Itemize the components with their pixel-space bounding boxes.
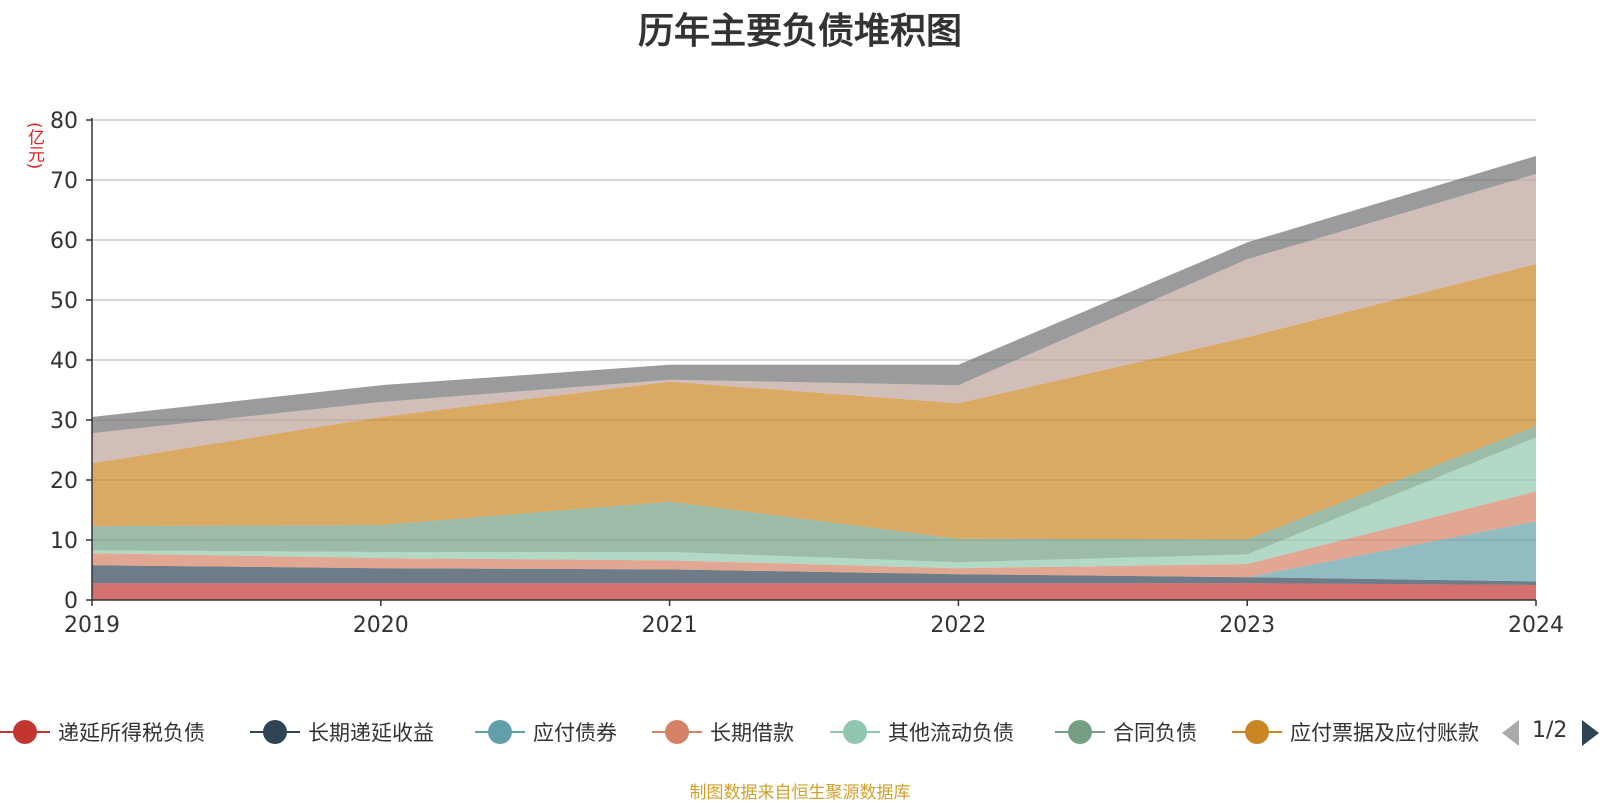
x-tick-label: 2021 xyxy=(642,613,698,638)
legend-next-page-icon[interactable] xyxy=(1582,720,1599,746)
y-tick-label: 60 xyxy=(50,229,78,254)
area-series xyxy=(92,156,1536,600)
area-series-8 xyxy=(92,156,1536,434)
y-tick-label: 20 xyxy=(50,469,78,494)
y-tick-label: 40 xyxy=(50,349,78,374)
legend-label: 应付票据及应付账款 xyxy=(1290,721,1479,745)
area-series-5 xyxy=(92,426,1536,563)
x-tick-label: 2023 xyxy=(1219,613,1275,638)
legend-marker-icon xyxy=(1232,712,1282,752)
legend-item[interactable]: 递延所得税负债 xyxy=(0,712,205,752)
x-tick-label: 2019 xyxy=(64,613,120,638)
y-tick-label: 80 xyxy=(50,109,78,134)
legend-item[interactable]: 长期借款 xyxy=(652,712,794,752)
legend-label: 应付债券 xyxy=(533,721,617,745)
legend-marker-icon xyxy=(1055,712,1105,752)
legend-label: 长期借款 xyxy=(710,721,794,745)
legend-label: 长期递延收益 xyxy=(308,721,434,745)
y-tick-label: 0 xyxy=(64,589,78,614)
legend-item[interactable]: 应付债券 xyxy=(475,712,617,752)
legend-label: 其他流动负债 xyxy=(888,721,1014,745)
area-series-2 xyxy=(92,521,1536,582)
y-tick-label: 70 xyxy=(50,169,78,194)
y-axis-unit-label: (亿元) xyxy=(24,122,44,170)
axes: 0 10 20 30 40 50 60 70 80 2019 2020 2021 2022 2023 202… xyxy=(50,109,1564,638)
legend-pager: 1/2 xyxy=(1502,712,1600,752)
data-source-note: 制图数据来自恒生聚源数据库 xyxy=(689,783,911,803)
legend-item[interactable]: 合同负债 xyxy=(1055,712,1197,752)
chart-title: 历年主要负债堆积图 xyxy=(637,11,962,52)
legend-marker-icon xyxy=(830,712,880,752)
y-tick-label: 30 xyxy=(50,409,78,434)
legend-prev-page-icon[interactable] xyxy=(1502,720,1519,746)
legend-item[interactable]: 应付票据及应付账款 xyxy=(1232,712,1479,752)
legend-item[interactable]: 其他流动负债 xyxy=(830,712,1014,752)
area-series-4 xyxy=(92,437,1536,569)
stacked-area-chart: 0 10 20 30 40 50 60 70 80 2019 2020 2021 2022 2023 202… xyxy=(50,109,1564,638)
legend-marker-icon xyxy=(652,712,702,752)
legend: 递延所得税负债 长期递延收益 应付债券 长期借款 其他流动负债 合同负债 应付票据及应付账款 xyxy=(0,712,1600,752)
legend-marker-icon xyxy=(475,712,525,752)
area-series-6 xyxy=(92,264,1536,540)
x-tick-label: 2022 xyxy=(930,613,986,638)
legend-label: 合同负债 xyxy=(1113,721,1197,745)
area-series-1 xyxy=(92,565,1536,585)
legend-page-indicator: 1/2 xyxy=(1532,718,1568,743)
y-tick-label: 50 xyxy=(50,289,78,314)
y-tick-label: 10 xyxy=(50,529,78,554)
area-series-0 xyxy=(92,583,1536,600)
legend-marker-icon xyxy=(0,712,50,752)
x-tick-label: 2024 xyxy=(1508,613,1564,638)
x-tick-label: 2020 xyxy=(353,613,409,638)
legend-label: 递延所得税负债 xyxy=(58,721,205,745)
legend-item[interactable]: 长期递延收益 xyxy=(250,712,434,752)
legend-marker-icon xyxy=(250,712,300,752)
area-series-7 xyxy=(92,174,1536,464)
